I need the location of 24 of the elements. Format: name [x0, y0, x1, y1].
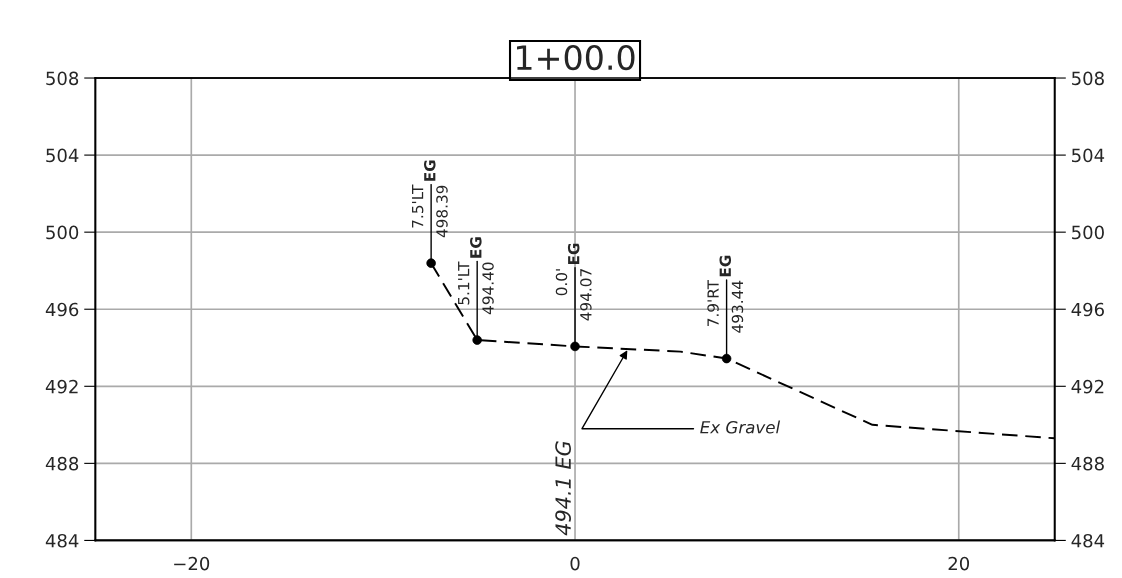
y-tick-label: 488 — [45, 456, 79, 471]
y-tick-label: 484 — [45, 533, 79, 548]
annotation: 5.1'LT 494.40 EG — [458, 237, 494, 315]
annotation: 7.5'LT 498.39 EG — [412, 160, 448, 238]
y2-tick-label: 492 — [1071, 379, 1104, 394]
y2-tick-label: 484 — [1071, 533, 1105, 548]
y2-tick-label: 500 — [1072, 225, 1104, 240]
annotation: 0.0' 494.07 EG — [555, 243, 592, 321]
x-tick-label: 20 — [948, 556, 970, 571]
annotation: Ex Gravel — [700, 420, 781, 434]
y2-tick-label: 496 — [1071, 302, 1104, 317]
y-tick-label: 492 — [45, 379, 78, 394]
x-tick-label: 0 — [570, 556, 580, 571]
y2-tick-label: 508 — [1072, 71, 1104, 86]
y-tick-label: 508 — [46, 71, 79, 86]
annotation: 7.9'RT 493.44 EG — [707, 255, 744, 333]
chart-title: 1+00.0 — [517, 44, 635, 71]
y-tick-label: 496 — [45, 302, 79, 317]
y-tick-label: 504 — [46, 148, 79, 163]
x-tick-label: −20 — [174, 556, 210, 571]
annotation: 494.1 EG — [555, 441, 571, 536]
y-tick-label: 500 — [46, 225, 79, 240]
y2-tick-label: 504 — [1072, 148, 1105, 163]
y2-tick-label: 488 — [1071, 456, 1104, 471]
